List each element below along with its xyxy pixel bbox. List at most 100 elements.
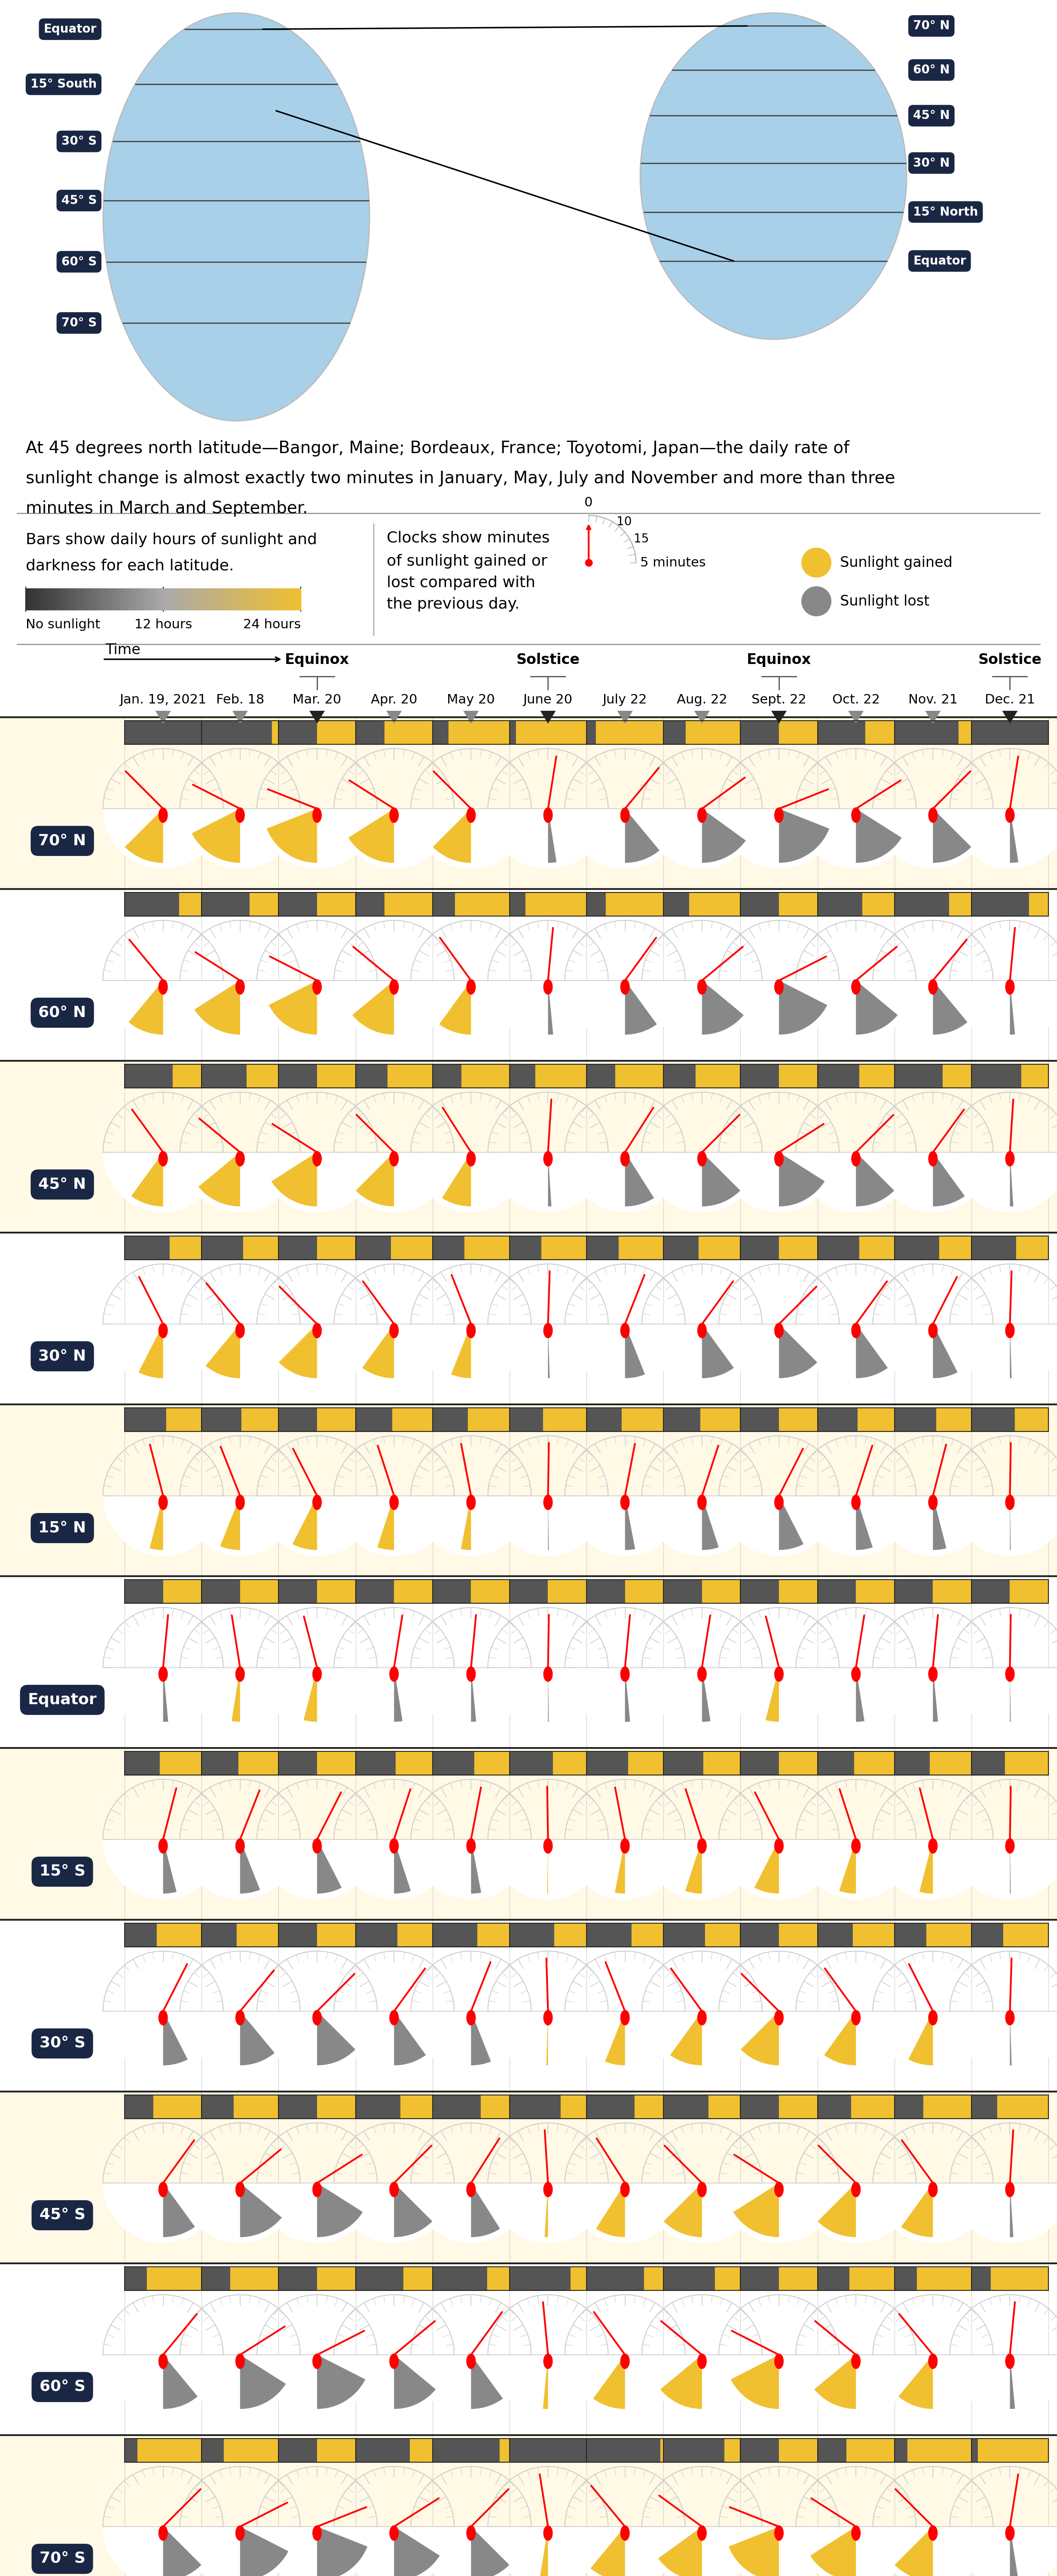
Ellipse shape bbox=[389, 2009, 398, 2025]
Ellipse shape bbox=[774, 2182, 783, 2197]
Wedge shape bbox=[1009, 981, 1015, 1036]
Text: 70° N: 70° N bbox=[913, 21, 950, 31]
Text: Mar. 20: Mar. 20 bbox=[293, 693, 341, 706]
Ellipse shape bbox=[389, 1494, 398, 1510]
Wedge shape bbox=[702, 981, 744, 1036]
Wedge shape bbox=[240, 2527, 289, 2576]
Wedge shape bbox=[873, 1324, 994, 1383]
Ellipse shape bbox=[1005, 1839, 1015, 1855]
Text: sunlight change is almost exactly two minutes in January, May, July and November: sunlight change is almost exactly two mi… bbox=[25, 471, 895, 487]
Ellipse shape bbox=[466, 1151, 476, 1167]
Wedge shape bbox=[240, 2354, 285, 2409]
Ellipse shape bbox=[928, 2182, 938, 2197]
Ellipse shape bbox=[236, 1839, 245, 1855]
Wedge shape bbox=[103, 981, 223, 1041]
Ellipse shape bbox=[774, 1839, 783, 1855]
Wedge shape bbox=[488, 1497, 608, 1556]
Ellipse shape bbox=[1005, 1667, 1015, 1682]
Text: 30° S: 30° S bbox=[39, 2035, 86, 2050]
Ellipse shape bbox=[774, 2009, 783, 2025]
Ellipse shape bbox=[698, 2524, 707, 2540]
Ellipse shape bbox=[698, 1839, 707, 1855]
Wedge shape bbox=[199, 1151, 240, 1206]
Wedge shape bbox=[719, 1151, 839, 1213]
Text: Sunlight gained: Sunlight gained bbox=[840, 556, 952, 569]
Text: Solstice: Solstice bbox=[978, 652, 1042, 667]
Ellipse shape bbox=[466, 2182, 476, 2197]
Ellipse shape bbox=[620, 2182, 630, 2197]
Ellipse shape bbox=[159, 2524, 168, 2540]
Ellipse shape bbox=[236, 806, 245, 822]
Wedge shape bbox=[334, 1151, 455, 1213]
Wedge shape bbox=[779, 1497, 803, 1551]
Wedge shape bbox=[411, 809, 532, 868]
Ellipse shape bbox=[774, 979, 783, 994]
Wedge shape bbox=[488, 2354, 608, 2414]
Text: 60° S: 60° S bbox=[61, 255, 96, 268]
Wedge shape bbox=[796, 1151, 916, 1213]
Wedge shape bbox=[240, 2012, 275, 2066]
Wedge shape bbox=[279, 1324, 317, 1378]
Wedge shape bbox=[625, 1324, 645, 1378]
Ellipse shape bbox=[851, 2182, 860, 2197]
Wedge shape bbox=[1009, 2527, 1018, 2576]
Wedge shape bbox=[257, 1839, 377, 1899]
Ellipse shape bbox=[620, 806, 630, 822]
Wedge shape bbox=[163, 1667, 168, 1721]
Wedge shape bbox=[728, 2527, 779, 2576]
Text: Time: Time bbox=[106, 644, 141, 657]
Wedge shape bbox=[702, 1324, 734, 1378]
Ellipse shape bbox=[543, 1667, 553, 1682]
Text: 15° S: 15° S bbox=[39, 1865, 86, 1878]
Wedge shape bbox=[257, 981, 377, 1041]
Wedge shape bbox=[625, 1151, 654, 1206]
Wedge shape bbox=[950, 1324, 1057, 1383]
Ellipse shape bbox=[159, 2354, 168, 2370]
Wedge shape bbox=[1009, 1151, 1014, 1206]
Ellipse shape bbox=[159, 1839, 168, 1855]
Wedge shape bbox=[257, 2527, 377, 2576]
Ellipse shape bbox=[466, 2354, 476, 2370]
Ellipse shape bbox=[620, 2009, 630, 2025]
Ellipse shape bbox=[312, 2354, 321, 2370]
Wedge shape bbox=[719, 1839, 839, 1899]
Wedge shape bbox=[839, 1839, 856, 1893]
Wedge shape bbox=[257, 1667, 377, 1728]
Wedge shape bbox=[103, 1497, 223, 1556]
Text: 15° South: 15° South bbox=[31, 77, 96, 90]
Ellipse shape bbox=[312, 1151, 321, 1167]
Wedge shape bbox=[796, 809, 916, 868]
Text: July 22: July 22 bbox=[602, 693, 647, 706]
Wedge shape bbox=[488, 809, 608, 868]
Ellipse shape bbox=[236, 1667, 245, 1682]
Ellipse shape bbox=[312, 979, 321, 994]
Ellipse shape bbox=[620, 1324, 630, 1340]
Ellipse shape bbox=[620, 979, 630, 994]
Wedge shape bbox=[824, 2012, 856, 2066]
Wedge shape bbox=[471, 2182, 500, 2236]
Wedge shape bbox=[625, 1497, 635, 1551]
Wedge shape bbox=[950, 1667, 1057, 1728]
Wedge shape bbox=[564, 1497, 685, 1556]
Ellipse shape bbox=[620, 2354, 630, 2370]
Polygon shape bbox=[848, 711, 864, 724]
Wedge shape bbox=[702, 1151, 740, 1206]
Wedge shape bbox=[642, 1324, 762, 1383]
Wedge shape bbox=[642, 2012, 762, 2071]
Wedge shape bbox=[664, 2182, 702, 2236]
Wedge shape bbox=[163, 2527, 202, 2576]
Wedge shape bbox=[471, 2012, 490, 2066]
Wedge shape bbox=[564, 2354, 685, 2414]
Wedge shape bbox=[719, 981, 839, 1041]
Wedge shape bbox=[873, 981, 994, 1041]
Ellipse shape bbox=[928, 2009, 938, 2025]
Ellipse shape bbox=[774, 806, 783, 822]
Ellipse shape bbox=[466, 979, 476, 994]
Ellipse shape bbox=[312, 1324, 321, 1340]
Wedge shape bbox=[564, 2527, 685, 2576]
Wedge shape bbox=[334, 1497, 455, 1556]
Wedge shape bbox=[150, 1497, 163, 1551]
Ellipse shape bbox=[851, 2009, 860, 2025]
Wedge shape bbox=[933, 1151, 965, 1206]
Polygon shape bbox=[694, 711, 709, 724]
